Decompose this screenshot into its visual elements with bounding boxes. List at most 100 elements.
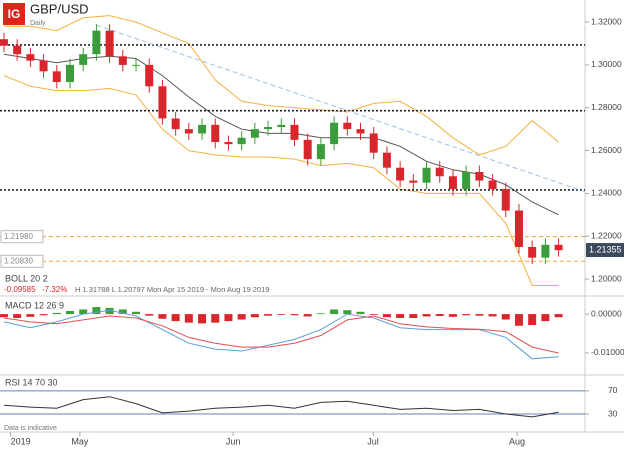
macd-histogram-bar [448, 314, 457, 317]
macd-histogram-bar [422, 314, 431, 317]
x-tick-label: May [71, 436, 89, 446]
y-tick-label: 1.30000 [591, 59, 622, 69]
macd-histogram-bar [264, 314, 273, 316]
macd-histogram-bar [541, 314, 550, 322]
candle-body [541, 244, 550, 258]
macd-histogram-bar [52, 312, 61, 315]
macd-histogram-bar [303, 314, 312, 317]
bollinger-upper [4, 15, 559, 156]
candle-body [13, 45, 22, 55]
candle-body [92, 30, 101, 55]
macd-histogram-bar [118, 309, 127, 315]
signal-line [3, 315, 559, 354]
candle-body [303, 139, 312, 160]
y-tick-label: 70 [608, 385, 618, 395]
candle-body [435, 167, 444, 177]
macd-histogram-bar [0, 314, 8, 318]
macd-histogram-bar [435, 314, 444, 317]
last-price-label: 1.21355 [589, 244, 622, 254]
macd-histogram-bar [488, 314, 497, 317]
macd-histogram-bar [79, 309, 88, 315]
candle-body [488, 180, 497, 190]
candle-body [39, 60, 48, 72]
y-tick-label: 1.26000 [591, 145, 622, 155]
candle-body [475, 171, 484, 181]
candle-body [224, 142, 233, 145]
macd-histogram-bar [514, 314, 523, 326]
candle-body [316, 144, 325, 160]
y-tick-label: 0.00000 [591, 308, 622, 318]
macd-histogram-bar [396, 314, 405, 318]
candle-body [145, 64, 154, 87]
macd-histogram-bar [224, 314, 233, 322]
footer-note: Data is indicative [4, 425, 57, 432]
candle-body [382, 152, 391, 168]
macd-histogram-bar [105, 307, 114, 315]
y-tick-label: -0.01000 [591, 347, 624, 357]
candle-body [369, 133, 378, 153]
candle-body [118, 56, 127, 65]
macd-histogram-bar [26, 314, 35, 317]
x-tick-label: Aug [509, 436, 525, 446]
macd-histogram-bar [145, 314, 154, 316]
macd-histogram-bar [171, 314, 180, 322]
macd-histogram-bar [343, 310, 352, 315]
candle-body [0, 39, 8, 46]
x-tick-label: 2019 [11, 436, 31, 446]
y-tick-label: 1.32000 [591, 16, 622, 26]
support-label-box [0, 254, 44, 268]
candle-body [264, 127, 273, 130]
y-tick-label: 1.22000 [591, 230, 622, 240]
macd-histogram-bar [250, 314, 259, 318]
candle-body [462, 171, 471, 190]
candle-body [65, 64, 74, 83]
macd-histogram-bar [39, 314, 48, 316]
macd-histogram-bar [369, 314, 378, 315]
y-tick-label: 1.20000 [591, 273, 622, 283]
symbol: GBP/USD [30, 1, 89, 16]
candle-body [396, 167, 405, 181]
candle-body [171, 118, 180, 130]
macd-histogram-bar [198, 314, 207, 324]
y-tick-label: 1.24000 [591, 188, 622, 198]
logo: IG [8, 7, 21, 21]
macd-histogram-bar [462, 314, 471, 316]
trendline [96, 24, 586, 193]
candle-body [330, 122, 339, 145]
y-tick-label: 30 [608, 408, 618, 418]
rsi-label: RSI 14 70 30 [5, 377, 58, 387]
macd-histogram-bar [237, 314, 246, 320]
logo-box [3, 3, 25, 25]
range-info: H 1.31788 L 1.20797 Mon Apr 15 2019 - Mo… [75, 285, 269, 294]
support-label: 1.21980 [4, 232, 33, 241]
macd-histogram-bar [501, 314, 510, 320]
macd-histogram-bar [528, 314, 537, 325]
candle-body [79, 54, 88, 65]
rsi-line [3, 396, 559, 418]
macd-histogram-bar [330, 309, 339, 315]
macd-histogram-bar [475, 314, 484, 316]
macd-histogram-bar [184, 314, 193, 323]
candle-body [52, 71, 61, 83]
candle-body [528, 246, 537, 258]
last-price-box [586, 243, 624, 258]
candle-body [290, 124, 299, 140]
candle-body [501, 189, 510, 211]
candle-body [422, 167, 431, 183]
candle-body [277, 124, 286, 128]
candle-body [250, 129, 259, 138]
candle-body [356, 129, 365, 134]
candle-body [211, 124, 220, 143]
macd-histogram-bar [13, 314, 22, 318]
candle-body [158, 86, 167, 119]
support-label-box [0, 230, 44, 244]
plot: 1.32000 1.30000 1.28000 1.26000 1.24000 1.220… [0, 15, 624, 446]
candle-body [343, 122, 352, 130]
macd-histogram-bar [158, 314, 167, 319]
interval: Daily [30, 20, 46, 27]
macd-histogram-bar [316, 313, 325, 315]
candle-body [198, 124, 207, 134]
support-label: 1.20830 [4, 256, 33, 265]
macd-histogram-bar [132, 311, 141, 315]
